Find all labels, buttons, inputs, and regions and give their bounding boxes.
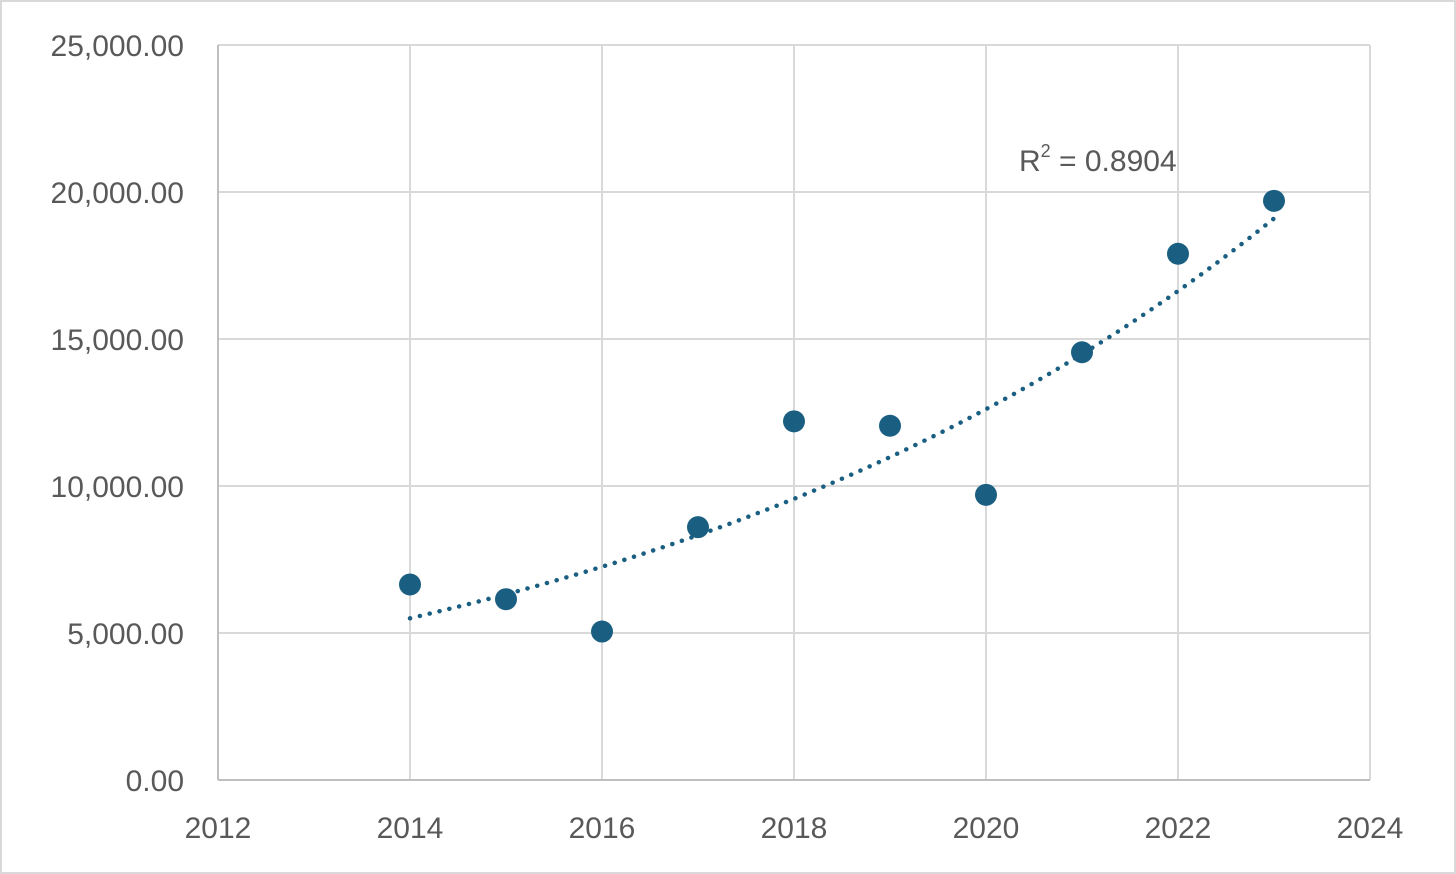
y-tick-label: 10,000.00	[51, 471, 184, 504]
x-tick-label: 2012	[185, 812, 252, 845]
trendline	[407, 216, 1277, 621]
r-squared-value: = 0.8904	[1051, 145, 1177, 178]
x-tick-label: 2020	[953, 812, 1020, 845]
r-squared-superscript: 2	[1041, 141, 1051, 161]
x-tick-label: 2014	[377, 812, 444, 845]
x-tick-label: 2016	[569, 812, 636, 845]
tick-labels: 0.00 5,000.00 10,000.00 15,000.00 20,000.00 2…	[51, 30, 1404, 845]
x-tick-label: 2018	[761, 812, 828, 845]
x-tick-label: 2024	[1337, 812, 1404, 845]
y-tick-label: 15,000.00	[51, 324, 184, 357]
data-point	[1263, 189, 1285, 212]
y-tick-label: 20,000.00	[51, 177, 184, 210]
grid-lines	[217, 44, 1371, 781]
data-point	[783, 410, 805, 433]
data-point	[495, 588, 517, 611]
trendline-group	[407, 216, 1277, 621]
r-squared-label: R2 = 0.8904	[1019, 141, 1177, 178]
axes	[217, 45, 1370, 781]
y-tick-label: 0.00	[126, 765, 184, 798]
data-point	[399, 573, 421, 596]
data-point	[1167, 242, 1189, 265]
y-tick-label: 5,000.00	[67, 618, 184, 651]
x-tick-label: 2022	[1145, 812, 1212, 845]
data-point	[1071, 341, 1093, 364]
r-squared-letter: R	[1019, 145, 1041, 178]
data-point	[879, 414, 901, 437]
data-point	[591, 620, 613, 643]
data-point	[975, 483, 997, 506]
y-tick-label: 25,000.00	[51, 30, 184, 63]
data-points	[399, 189, 1285, 643]
data-point	[687, 516, 709, 539]
